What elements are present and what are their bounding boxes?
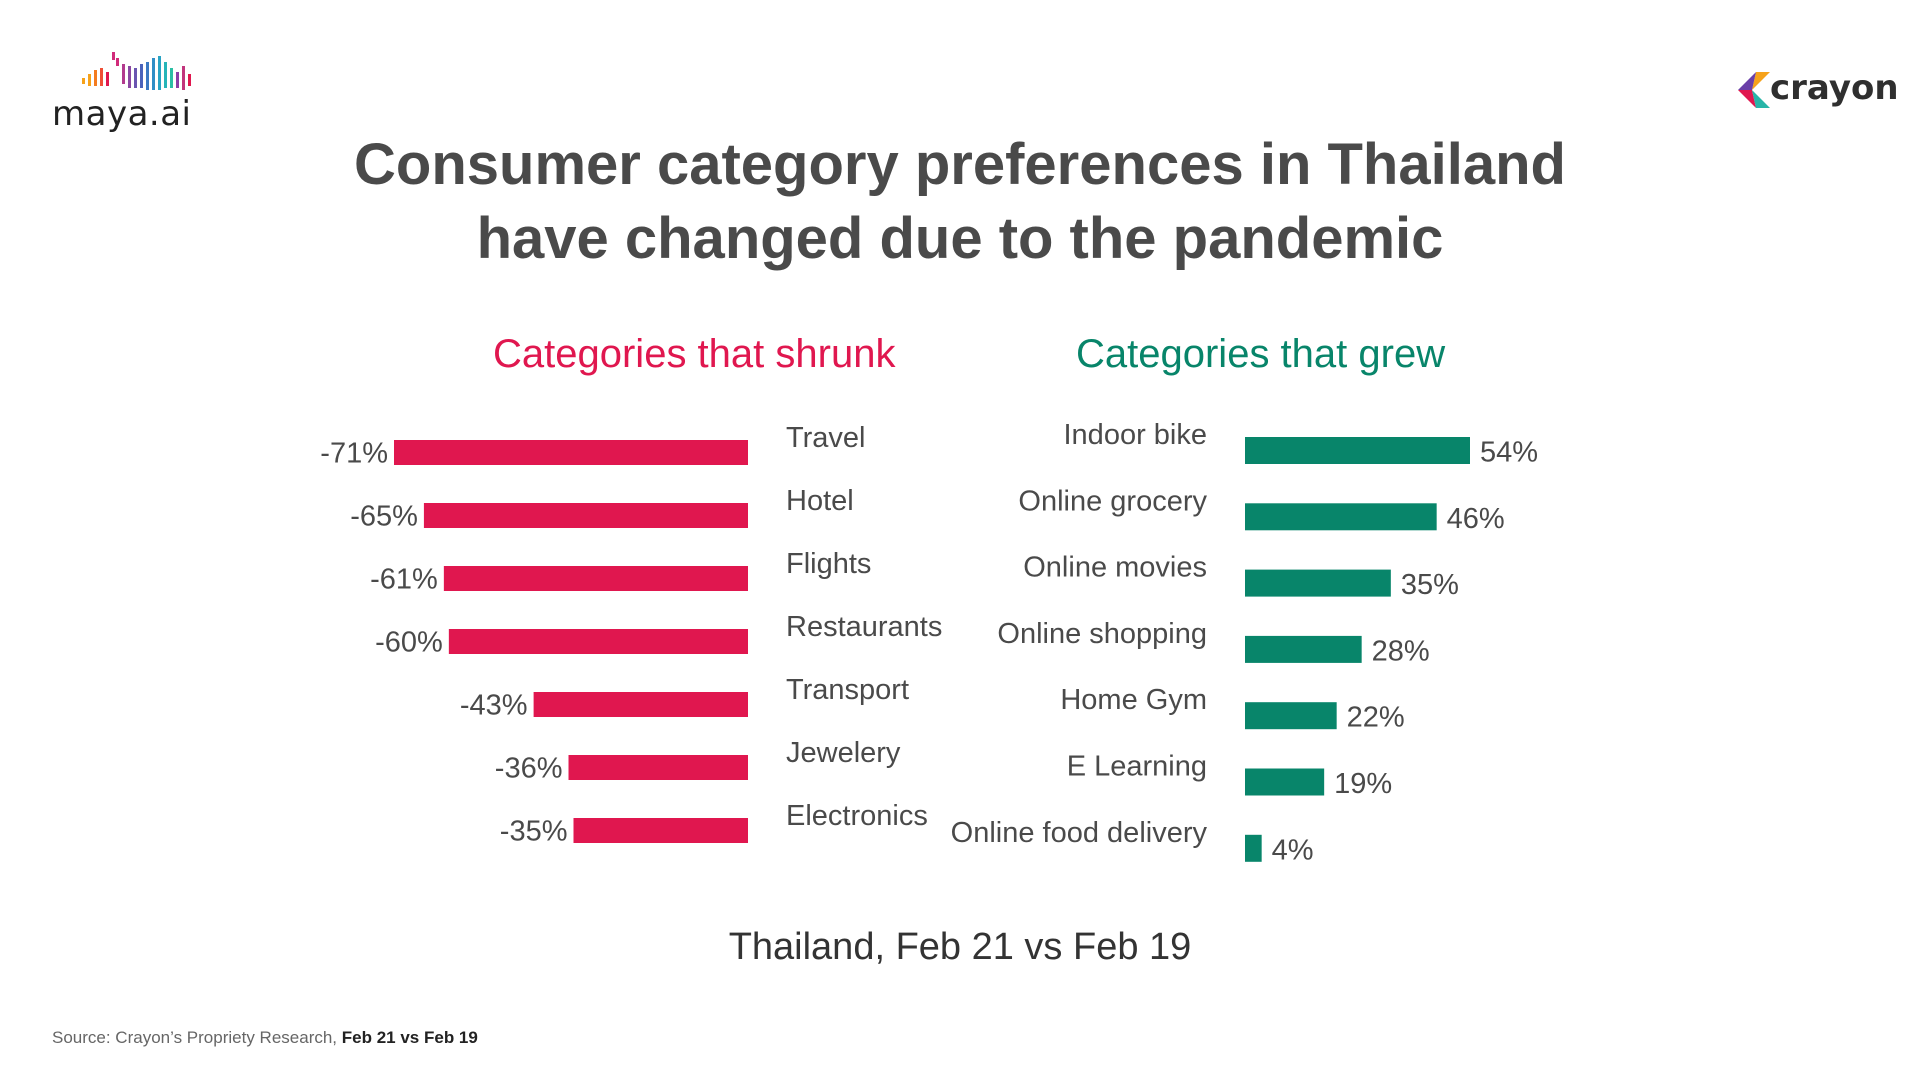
shrunk-value-label-2: -61% bbox=[370, 564, 438, 596]
page-title: Consumer category preferences in Thailan… bbox=[260, 128, 1660, 276]
shrunk-value-label-0: -71% bbox=[320, 438, 388, 470]
source-prefix: Source: Crayon’s Propriety Research, bbox=[52, 1028, 342, 1047]
grew-bar-4 bbox=[1245, 702, 1337, 730]
shrunk-value-label-1: -65% bbox=[350, 501, 418, 533]
grew-bar-1 bbox=[1245, 503, 1437, 531]
grew-bar-3 bbox=[1245, 635, 1362, 663]
shrunk-bar-2 bbox=[443, 566, 748, 591]
source-note: Source: Crayon’s Propriety Research, Feb… bbox=[52, 1028, 478, 1048]
shrunk-value-label-3: -60% bbox=[375, 627, 443, 659]
grew-category-label-5: E Learning bbox=[1067, 751, 1207, 783]
grew-value-label-5: 19% bbox=[1334, 768, 1392, 800]
source-period: Feb 21 vs Feb 19 bbox=[341, 1028, 478, 1047]
shrunk-value-label-6: -35% bbox=[500, 816, 568, 848]
grew-category-label-6: Online food delivery bbox=[951, 817, 1208, 849]
chart-caption: Thailand, Feb 21 vs Feb 19 bbox=[728, 926, 1192, 968]
grew-value-label-2: 35% bbox=[1401, 569, 1459, 601]
maya-ai-logo: maya.ai bbox=[52, 48, 202, 134]
shrunk-value-label-4: -43% bbox=[460, 690, 528, 722]
grew-bar-6 bbox=[1245, 834, 1262, 862]
grew-bar-5 bbox=[1245, 768, 1325, 796]
shrunk-category-label-1: Hotel bbox=[786, 485, 854, 517]
grew-panel-heading: Categories that grew bbox=[1076, 332, 1446, 376]
shrunk-category-label-4: Transport bbox=[786, 674, 909, 706]
grew-category-label-0: Indoor bike bbox=[1064, 419, 1208, 451]
shrunk-panel-heading: Categories that shrunk bbox=[493, 332, 896, 376]
grew-value-label-3: 28% bbox=[1372, 635, 1430, 667]
shrunk-category-label-5: Jewelery bbox=[786, 737, 901, 769]
shrunk-category-label-0: Travel bbox=[786, 422, 866, 454]
crayon-chevron-icon bbox=[1738, 72, 1770, 108]
shrunk-bar-1 bbox=[423, 503, 748, 528]
shrunk-bar-5 bbox=[568, 755, 748, 780]
grew-category-label-4: Home Gym bbox=[1060, 684, 1207, 716]
shrunk-category-label-3: Restaurants bbox=[786, 611, 942, 643]
grew-value-label-1: 46% bbox=[1447, 503, 1505, 535]
grew-value-label-6: 4% bbox=[1272, 834, 1314, 866]
shrunk-bar-3 bbox=[448, 629, 748, 654]
shrunk-bar-4 bbox=[533, 692, 748, 717]
grew-category-label-3: Online shopping bbox=[997, 618, 1207, 650]
grew-category-label-1: Online grocery bbox=[1018, 485, 1207, 517]
crayon-wordmark: crayon bbox=[1770, 68, 1899, 108]
shrunk-category-label-2: Flights bbox=[786, 548, 871, 580]
shrunk-category-label-6: Electronics bbox=[786, 800, 928, 832]
crayon-logo: crayon bbox=[1736, 68, 1899, 112]
grew-bar-0 bbox=[1245, 437, 1470, 464]
shrunk-bar-6 bbox=[573, 818, 748, 843]
grew-category-label-2: Online movies bbox=[1023, 552, 1207, 584]
page-title-line-1: Consumer category preferences in Thailan… bbox=[354, 132, 1566, 197]
shrunk-bar-0 bbox=[394, 440, 748, 465]
maya-ai-wordmark: maya.ai bbox=[52, 94, 192, 134]
maya-ai-waveform-icon bbox=[82, 52, 191, 90]
grew-value-label-0: 54% bbox=[1480, 437, 1538, 469]
shrunk-value-label-5: -36% bbox=[495, 753, 563, 785]
grew-bar-2 bbox=[1245, 569, 1391, 597]
grew-value-label-4: 22% bbox=[1347, 702, 1405, 734]
page-title-line-2: have changed due to the pandemic bbox=[476, 206, 1444, 271]
